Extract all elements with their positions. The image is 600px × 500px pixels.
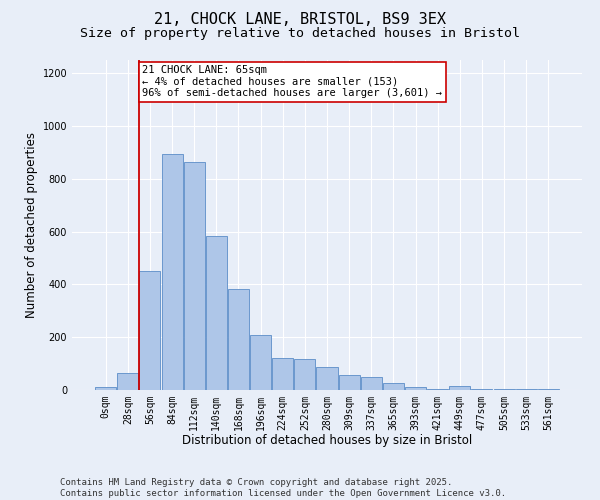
Bar xyxy=(338,376,359,390)
Bar xyxy=(361,377,382,390)
Bar xyxy=(405,387,426,390)
Bar xyxy=(139,271,160,390)
Text: Contains HM Land Registry data © Crown copyright and database right 2025.
Contai: Contains HM Land Registry data © Crown c… xyxy=(60,478,506,498)
Bar xyxy=(228,289,249,390)
Bar xyxy=(250,336,271,390)
Bar xyxy=(538,389,559,390)
Text: 21, CHOCK LANE, BRISTOL, BS9 3EX: 21, CHOCK LANE, BRISTOL, BS9 3EX xyxy=(154,12,446,28)
X-axis label: Distribution of detached houses by size in Bristol: Distribution of detached houses by size … xyxy=(182,434,472,448)
Text: Size of property relative to detached houses in Bristol: Size of property relative to detached ho… xyxy=(80,28,520,40)
Bar xyxy=(472,388,493,390)
Bar xyxy=(184,162,205,390)
Bar xyxy=(272,358,293,390)
Text: 21 CHOCK LANE: 65sqm
← 4% of detached houses are smaller (153)
96% of semi-detac: 21 CHOCK LANE: 65sqm ← 4% of detached ho… xyxy=(142,66,442,98)
Bar xyxy=(95,388,116,390)
Bar xyxy=(494,389,515,390)
Bar xyxy=(295,359,316,390)
Bar xyxy=(383,383,404,390)
Bar xyxy=(316,367,338,390)
Y-axis label: Number of detached properties: Number of detached properties xyxy=(25,132,38,318)
Bar xyxy=(427,388,448,390)
Bar xyxy=(449,386,470,390)
Bar xyxy=(206,236,227,390)
Bar xyxy=(118,373,139,390)
Bar xyxy=(161,154,182,390)
